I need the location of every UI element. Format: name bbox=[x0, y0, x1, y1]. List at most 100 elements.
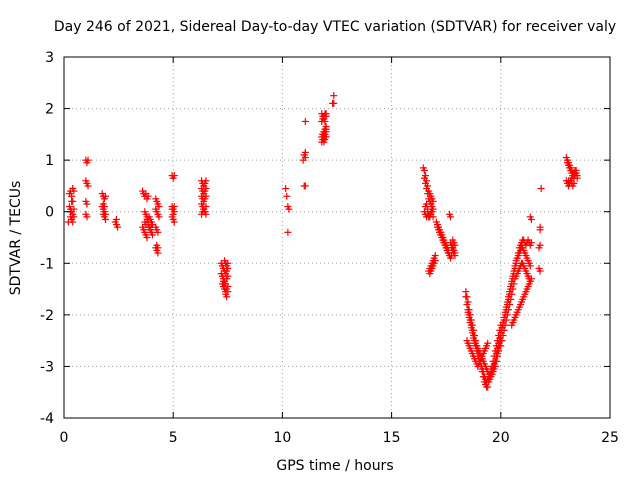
data-point bbox=[224, 288, 232, 296]
data-point bbox=[322, 125, 330, 133]
data-point bbox=[451, 252, 459, 260]
data-point bbox=[527, 275, 535, 283]
data-point bbox=[526, 262, 534, 270]
data-point bbox=[284, 228, 292, 236]
data-point bbox=[450, 246, 458, 254]
data-point bbox=[84, 156, 92, 164]
grid-lines bbox=[64, 57, 610, 418]
y-tick-label: 1 bbox=[45, 153, 54, 169]
data-point bbox=[501, 321, 509, 329]
data-point bbox=[283, 192, 291, 200]
data-point bbox=[502, 316, 510, 324]
y-axis-label: SDTVAR / TECUs bbox=[8, 181, 24, 296]
data-point bbox=[202, 185, 210, 193]
data-point bbox=[144, 192, 152, 200]
data-point bbox=[301, 182, 309, 190]
plot-frame bbox=[63, 56, 611, 419]
data-point bbox=[431, 257, 439, 265]
data-point bbox=[101, 215, 109, 223]
data-point bbox=[144, 215, 152, 223]
data-point bbox=[112, 215, 120, 223]
data-point bbox=[527, 215, 535, 223]
data-point bbox=[510, 280, 518, 288]
data-point bbox=[447, 213, 455, 221]
data-point bbox=[488, 368, 496, 376]
data-point bbox=[527, 239, 535, 247]
data-point bbox=[114, 223, 122, 231]
data-point bbox=[509, 285, 517, 293]
data-point bbox=[224, 272, 232, 280]
x-tick-label: 10 bbox=[273, 430, 291, 446]
data-point bbox=[470, 331, 477, 339]
data-point bbox=[143, 234, 151, 241]
data-point bbox=[490, 362, 498, 370]
data-point bbox=[536, 226, 544, 234]
data-point bbox=[69, 185, 77, 193]
data-point bbox=[508, 290, 516, 298]
data-point bbox=[330, 92, 338, 100]
data-point bbox=[69, 218, 77, 226]
data-point bbox=[148, 231, 156, 239]
data-point bbox=[491, 357, 499, 365]
data-point bbox=[321, 117, 329, 125]
data-point bbox=[506, 301, 514, 309]
data-point bbox=[466, 316, 474, 324]
data-point bbox=[423, 185, 431, 193]
data-point bbox=[84, 182, 92, 190]
data-point bbox=[169, 210, 177, 218]
data-point bbox=[224, 259, 232, 267]
data-point bbox=[570, 179, 578, 187]
data-point bbox=[330, 99, 338, 107]
y-tick-label: -4 bbox=[40, 411, 54, 427]
y-tick-label: -1 bbox=[40, 256, 54, 272]
data-point bbox=[202, 177, 210, 185]
y-tick-label: -3 bbox=[40, 359, 54, 375]
data-point bbox=[223, 293, 231, 301]
data-point bbox=[465, 311, 473, 319]
y-tick-label: 3 bbox=[45, 50, 54, 66]
data-point bbox=[202, 210, 210, 218]
y-tick-label: 2 bbox=[45, 102, 54, 118]
data-point bbox=[536, 267, 544, 275]
data-point bbox=[101, 192, 109, 200]
data-point bbox=[300, 151, 308, 159]
data-point bbox=[500, 326, 508, 334]
data-point bbox=[464, 306, 472, 314]
x-tick-label: 5 bbox=[169, 430, 178, 446]
data-point bbox=[467, 321, 475, 329]
data-point bbox=[221, 280, 229, 288]
x-tick-label: 0 bbox=[60, 430, 69, 446]
data-point bbox=[504, 306, 512, 314]
data-point bbox=[424, 190, 432, 198]
x-tick-label: 20 bbox=[492, 430, 510, 446]
data-point bbox=[147, 221, 155, 229]
data-point bbox=[170, 203, 178, 211]
data-point bbox=[322, 110, 330, 118]
data-point bbox=[572, 169, 580, 177]
data-point bbox=[170, 172, 178, 180]
data-point bbox=[423, 200, 431, 208]
data-point bbox=[421, 179, 429, 187]
data-point bbox=[537, 185, 545, 193]
data-point bbox=[420, 166, 428, 174]
data-point bbox=[170, 218, 178, 226]
data-point bbox=[83, 213, 91, 221]
data-point bbox=[282, 185, 290, 193]
data-point bbox=[503, 311, 511, 319]
data-point bbox=[468, 326, 476, 334]
data-point bbox=[463, 301, 471, 309]
data-point bbox=[462, 293, 470, 301]
data-point bbox=[427, 208, 435, 216]
y-tick-label: -2 bbox=[40, 308, 54, 324]
data-point bbox=[68, 197, 76, 205]
data-points bbox=[64, 92, 581, 391]
x-tick-label: 15 bbox=[383, 430, 401, 446]
x-axis-label: GPS time / hours bbox=[276, 458, 393, 474]
data-point bbox=[154, 228, 162, 236]
y-tick-label: 0 bbox=[45, 205, 54, 221]
axis-ticks: 0 5 10 15 20 25 -4 -3 -2 -1 0 1 2 3 bbox=[40, 50, 619, 446]
data-point bbox=[301, 117, 309, 125]
data-point bbox=[536, 241, 544, 249]
